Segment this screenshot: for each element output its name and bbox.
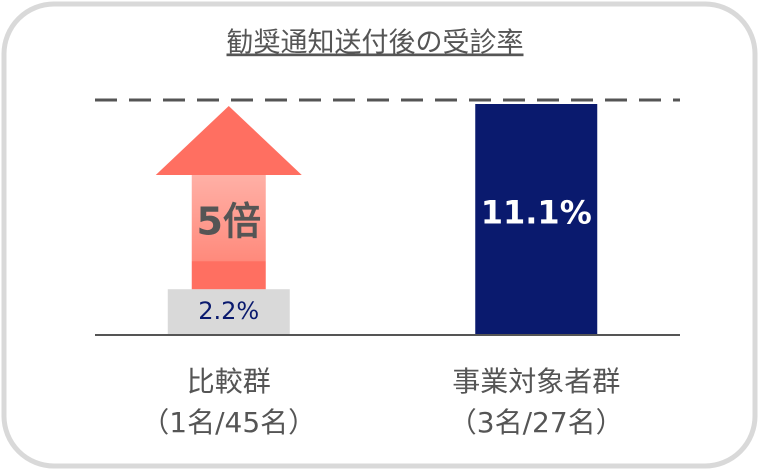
x-tick-label: 事業対象者群: [452, 365, 620, 398]
x-tick-label: 比較群: [187, 365, 271, 398]
arrow-shaft: [191, 175, 266, 290]
bar: [475, 104, 598, 335]
value-label: 11.1%: [481, 194, 592, 232]
x-tick-note: （3名/27名）: [449, 406, 624, 439]
chart-title: 勧奨通知送付後の受診率: [227, 28, 524, 59]
value-label: 2.2%: [198, 297, 259, 325]
annotation: 5倍: [197, 200, 261, 244]
x-tick-note: （1名/45名）: [141, 406, 316, 439]
arrow-head: [155, 106, 302, 175]
bar: [167, 289, 290, 335]
